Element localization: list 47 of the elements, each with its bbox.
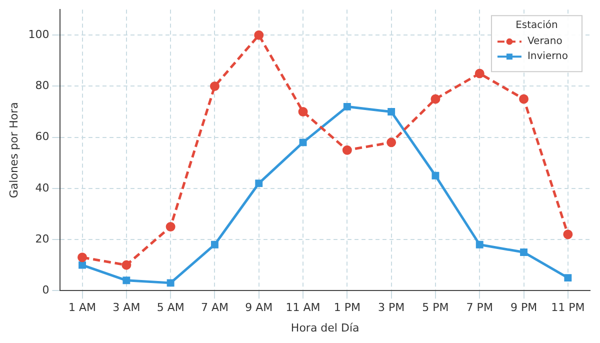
point [386, 138, 396, 148]
x-tick-label: 1 AM [68, 301, 96, 314]
x-tick-label: 9 AM [245, 301, 273, 314]
point [166, 279, 174, 287]
point [343, 102, 351, 110]
legend-label: Verano [527, 36, 562, 48]
legend-title: Estación [516, 20, 558, 32]
point [210, 240, 218, 248]
x-tick-label: 3 PM [378, 301, 405, 314]
x-tick-label: 7 AM [200, 301, 228, 314]
x-tick-label: 9 PM [510, 301, 538, 314]
point [476, 240, 484, 248]
y-tick-label: 0 [42, 283, 50, 296]
x-tick-label: 3 AM [112, 301, 140, 314]
y-tick-label: 80 [35, 79, 50, 92]
x-tick-label: 11 PM [551, 301, 585, 314]
point [299, 138, 307, 146]
point [388, 108, 396, 116]
point [255, 180, 263, 188]
y-tick-label: 40 [35, 181, 50, 194]
x-tick-label: 1 PM [334, 301, 360, 314]
x-tick-label: 5 PM [422, 301, 449, 314]
y-tick-label: 60 [35, 130, 50, 144]
point [166, 222, 176, 232]
point [210, 81, 220, 91]
point [563, 230, 573, 240]
x-tick-label: 7 PM [466, 301, 493, 314]
point [298, 107, 308, 117]
x-axis-title: Hora del Día [290, 321, 360, 334]
point [78, 252, 88, 262]
y-tick-label: 20 [35, 232, 50, 246]
point [432, 172, 440, 180]
y-axis-title: Galones por Hora [7, 102, 20, 198]
point [78, 261, 86, 269]
point [474, 68, 484, 78]
point [564, 274, 572, 282]
point [254, 30, 264, 40]
point [342, 145, 352, 155]
point [122, 276, 130, 284]
point [519, 94, 529, 104]
point [122, 260, 132, 270]
x-tick-label: 5 AM [156, 301, 184, 314]
point [520, 248, 528, 256]
legend-label: Invierno [527, 51, 568, 62]
y-tick-label: 100 [28, 28, 50, 42]
point [430, 94, 440, 104]
x-tick-label: 11 AM [286, 301, 320, 314]
